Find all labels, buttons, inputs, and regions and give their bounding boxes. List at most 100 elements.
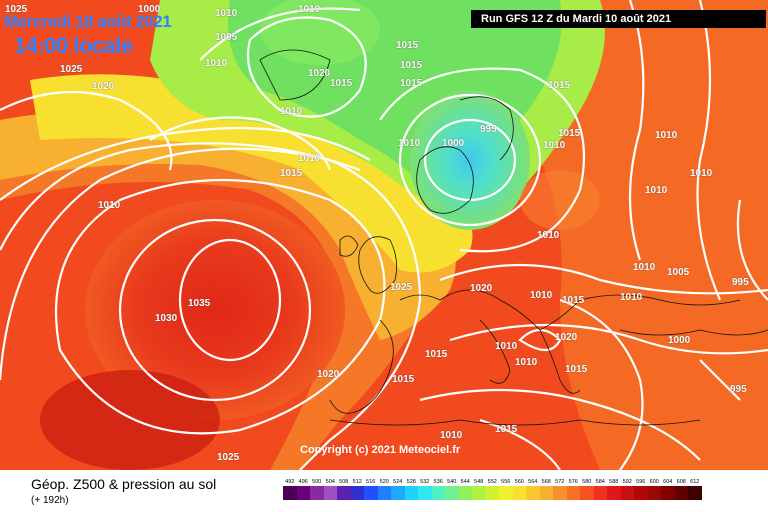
run-info: Run GFS 12 Z du Mardi 10 août 2021 [471, 10, 766, 28]
isobar-label: 1015 [400, 60, 423, 71]
isobar-label: 1020 [317, 369, 340, 380]
legend-swatch [418, 486, 432, 500]
field-band-yellow [30, 74, 473, 273]
legend-value: 608 [676, 479, 686, 485]
legend-cell: 544 [458, 479, 472, 500]
isobar-label: 1010 [205, 58, 228, 69]
legend-swatch [661, 486, 675, 500]
isobar-label: 995 [480, 124, 497, 135]
legend-swatch [364, 486, 378, 500]
legend-value: 536 [433, 479, 443, 485]
legend-cell: 536 [431, 479, 445, 500]
isobar-label: 1030 [155, 313, 178, 324]
legend-cell: 584 [593, 479, 607, 500]
isobar-label: 1010 [620, 292, 643, 303]
coastlines [259, 49, 768, 426]
legend-swatch [458, 486, 472, 500]
legend-swatch [391, 486, 405, 500]
legend-cell: 608 [674, 479, 688, 500]
legend-value: 500 [312, 479, 322, 485]
isobar-label: 1010 [515, 357, 538, 368]
legend-value: 496 [298, 479, 308, 485]
legend-cell: 508 [337, 479, 351, 500]
isobar-label: 1010 [298, 4, 321, 15]
legend-cell: 568 [539, 479, 553, 500]
legend-value: 504 [325, 479, 335, 485]
isobar-label: 995 [732, 277, 749, 288]
legend-swatch [350, 486, 364, 500]
isobar-label: 1025 [5, 4, 28, 15]
isobar-label: 1010 [298, 153, 321, 164]
isobar-label: 1015 [495, 424, 518, 435]
forecast-time: 14:00 locale [14, 33, 133, 58]
legend-swatch [688, 486, 702, 500]
legend-value: 492 [285, 479, 295, 485]
legend-swatch [607, 486, 621, 500]
legend-value: 552 [487, 479, 497, 485]
isobar-label: 1010 [495, 341, 518, 352]
legend-value: 532 [420, 479, 430, 485]
legend-cell: 592 [620, 479, 634, 500]
geopotential-field [0, 0, 768, 470]
legend-swatch [553, 486, 567, 500]
legend-value: 612 [690, 479, 700, 485]
legend-cell: 524 [391, 479, 405, 500]
legend-value: 568 [541, 479, 551, 485]
legend-swatch [472, 486, 486, 500]
isobar-label: 1010 [633, 262, 656, 273]
isobars [0, 0, 768, 470]
legend-swatch [566, 486, 580, 500]
legend-value: 560 [514, 479, 524, 485]
field-low-north [260, 0, 380, 65]
isobar-label: 1015 [280, 168, 303, 179]
isobar-label: 1000 [138, 4, 161, 15]
isobar-label: 1010 [530, 290, 553, 301]
footer-title: Géop. Z500 & pression au sol [31, 476, 217, 492]
isobar-label: 1010 [645, 185, 668, 196]
isobar-label: 1015 [400, 78, 423, 89]
legend-cell: 564 [526, 479, 540, 500]
isobar-label: 1020 [555, 332, 578, 343]
legend-swatch [580, 486, 594, 500]
isobar-label: 1020 [308, 68, 331, 79]
field-high-atlantic [85, 200, 345, 420]
forecast-date: Mercredi 18 août 2021 [4, 12, 172, 31]
isobar-label: 1015 [396, 40, 419, 51]
legend-value: 604 [663, 479, 673, 485]
field-high-south [40, 370, 220, 470]
isobar-label: 1010 [440, 430, 463, 441]
isobar-label: 1015 [425, 349, 448, 360]
legend-value: 584 [595, 479, 605, 485]
legend-value: 600 [649, 479, 659, 485]
isobar-label: 1015 [392, 374, 415, 385]
legend-value: 512 [352, 479, 362, 485]
legend-swatch [377, 486, 391, 500]
legend-cell: 600 [647, 479, 661, 500]
legend-cell: 580 [580, 479, 594, 500]
isobar-label: 1010 [655, 130, 678, 141]
legend-swatch [512, 486, 526, 500]
isobar-label: 1015 [565, 364, 588, 375]
legend-swatch [526, 486, 540, 500]
legend-swatch [620, 486, 634, 500]
weather-map: Mercredi 18 août 2021 14:00 locale Run G… [0, 0, 768, 470]
isobar-label: 1015 [558, 128, 581, 139]
legend-swatch [337, 486, 351, 500]
legend-value: 596 [636, 479, 646, 485]
legend-swatch [431, 486, 445, 500]
isobar-label: 1020 [92, 81, 115, 92]
legend-cell: 552 [485, 479, 499, 500]
isobar-label: 1025 [60, 64, 83, 75]
legend-cell: 560 [512, 479, 526, 500]
legend-cell: 500 [310, 479, 324, 500]
legend-cell: 612 [688, 479, 702, 500]
legend-swatch [283, 486, 297, 500]
legend-swatch [647, 486, 661, 500]
legend-cell: 520 [377, 479, 391, 500]
isobar-label: 1010 [98, 200, 121, 211]
legend-cell: 532 [418, 479, 432, 500]
legend-value: 556 [501, 479, 511, 485]
legend-value: 544 [460, 479, 470, 485]
isobar-label: 1015 [330, 78, 353, 89]
isobar-label: 1010 [280, 106, 303, 117]
